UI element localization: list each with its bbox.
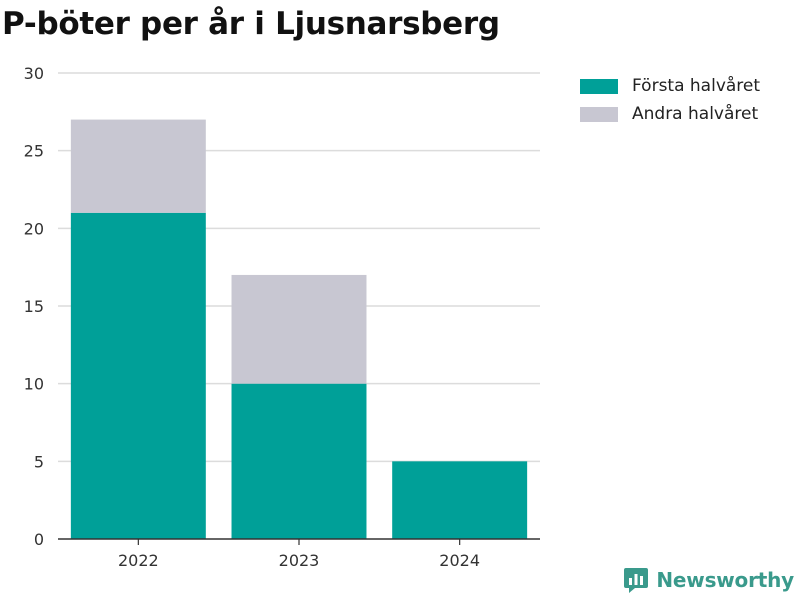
y-tick-label: 10 xyxy=(24,375,44,394)
x-tick-label: 2023 xyxy=(279,551,320,570)
bar-2022-series-0 xyxy=(70,212,206,540)
bar-2023-series-0 xyxy=(231,383,367,539)
y-tick-label: 0 xyxy=(34,530,44,549)
newsworthy-logo-icon xyxy=(624,568,649,593)
legend: Första halvåret Andra halvåret xyxy=(580,72,760,128)
y-tick-label: 15 xyxy=(24,297,44,316)
legend-item-second-half: Andra halvåret xyxy=(580,100,760,128)
y-tick-label: 30 xyxy=(24,64,44,83)
bar-2024-series-0 xyxy=(392,461,528,539)
chart-title: P-böter per år i Ljusnarsberg xyxy=(2,6,500,42)
bar-2022-series-1 xyxy=(70,119,206,213)
x-tick-label: 2022 xyxy=(118,551,159,570)
legend-label-second-half: Andra halvåret xyxy=(632,104,759,124)
x-axis: 2022 2023 2024 xyxy=(58,538,540,570)
legend-swatch-second-half xyxy=(580,106,618,122)
legend-swatch-first-half xyxy=(580,78,618,94)
legend-item-first-half: Första halvåret xyxy=(580,72,760,100)
legend-label-first-half: Första halvåret xyxy=(632,76,761,96)
bars xyxy=(70,119,528,540)
y-tick-label: 20 xyxy=(24,219,44,238)
brand-logo: Newsworthy xyxy=(623,566,794,594)
x-tick-label: 2024 xyxy=(439,551,480,570)
y-axis: 0 5 10 15 20 25 30 xyxy=(24,64,44,549)
brand-name: Newsworthy xyxy=(656,568,794,592)
y-tick-label: 5 xyxy=(34,452,44,471)
bar-2023-series-1 xyxy=(231,274,367,384)
y-tick-label: 25 xyxy=(24,142,44,161)
